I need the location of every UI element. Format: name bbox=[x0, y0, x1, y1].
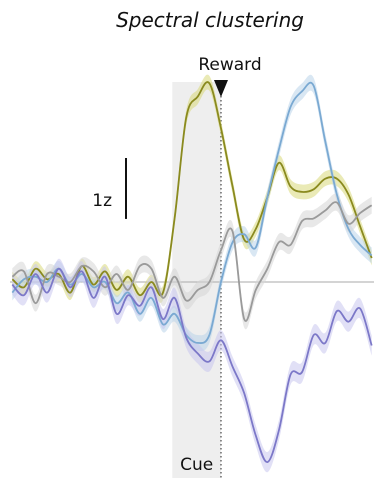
reward-label: Reward bbox=[198, 55, 261, 75]
series-2-line bbox=[11, 81, 373, 344]
chart-title: Spectral clustering bbox=[116, 8, 304, 32]
series-3-error-band bbox=[12, 193, 372, 330]
series-4-line bbox=[11, 267, 373, 463]
reward-triangle-icon bbox=[213, 80, 228, 97]
series-layer bbox=[11, 74, 373, 473]
scale-bar-label: 1z bbox=[92, 191, 112, 211]
series-3-line bbox=[11, 201, 373, 322]
series-1-line bbox=[11, 81, 373, 297]
cue-label: Cue bbox=[180, 455, 213, 475]
